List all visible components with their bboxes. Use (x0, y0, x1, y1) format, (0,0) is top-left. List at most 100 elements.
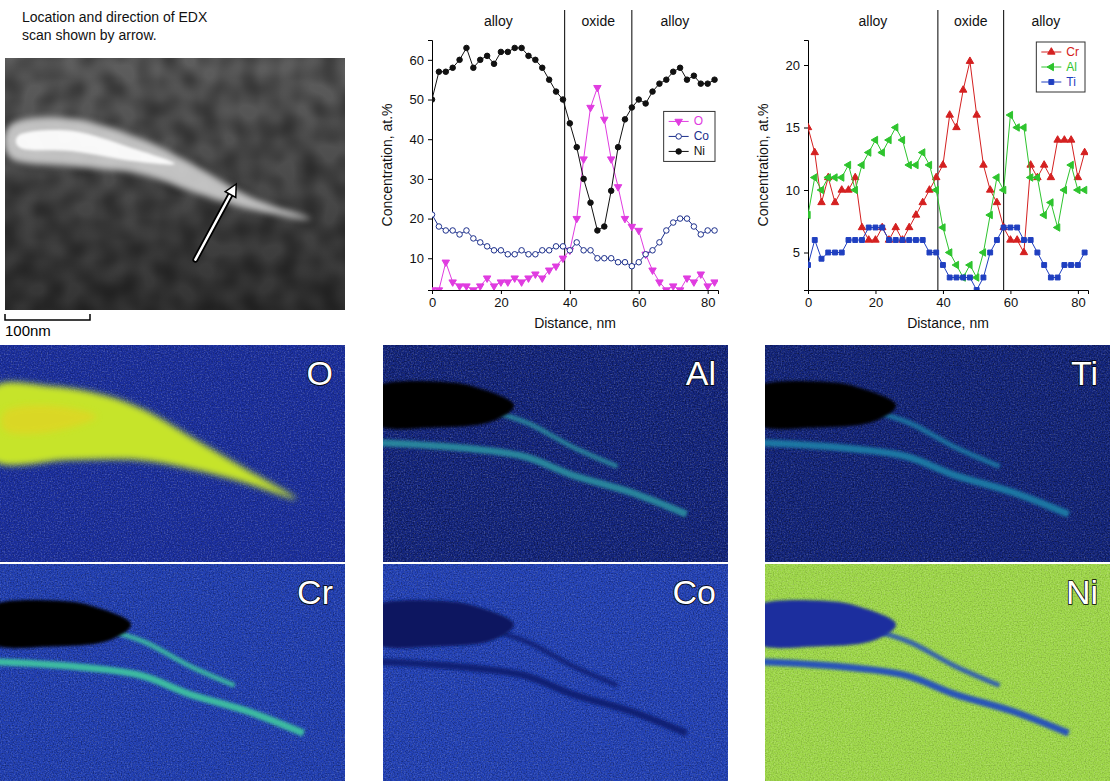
caption: Location and direction of EDXscan shown … (22, 9, 208, 43)
series-marker (999, 186, 1005, 193)
y-tick: 60 (410, 53, 432, 68)
arrow-head (225, 184, 236, 197)
series-marker (477, 240, 483, 246)
y-tick-mark (428, 100, 432, 101)
series-marker (893, 238, 898, 243)
series-line (432, 48, 715, 231)
series-marker (967, 275, 972, 280)
series-marker (966, 57, 973, 63)
y-tick-mark (804, 253, 808, 254)
y-tick: 40 (410, 132, 432, 147)
series-marker (846, 238, 851, 243)
series-marker (1008, 225, 1013, 230)
series-marker (615, 144, 621, 150)
map-speckle-dark (383, 345, 728, 562)
map-speckle-dark (765, 345, 1110, 562)
series-marker (470, 288, 477, 290)
map-core (0, 600, 131, 648)
series-marker (864, 149, 870, 156)
series-marker (1067, 161, 1073, 168)
series-marker (622, 117, 628, 123)
series-marker (540, 65, 546, 71)
series-marker (471, 236, 477, 242)
series-marker (945, 249, 951, 256)
map-speckle-light (0, 564, 345, 781)
series-marker (690, 280, 697, 286)
series-marker (1020, 124, 1026, 131)
region-label: oxide (954, 13, 988, 29)
series-marker (463, 284, 470, 290)
region-label: alloy (1031, 13, 1060, 29)
series-marker (817, 186, 823, 193)
y-axis-line (804, 41, 809, 291)
series-marker (567, 248, 573, 254)
x-tick-label: 80 (701, 295, 715, 310)
map-speckle-light (383, 564, 728, 781)
series-marker (497, 280, 504, 286)
series-marker (607, 157, 614, 163)
series-marker (519, 45, 525, 51)
series-marker (858, 161, 864, 168)
series-marker (546, 248, 552, 254)
series-marker (824, 174, 830, 181)
y-tick-label: 10 (410, 251, 424, 266)
series-marker (505, 49, 511, 55)
series-marker (1021, 238, 1026, 243)
series-marker (873, 225, 878, 230)
series-line (432, 215, 715, 267)
series-marker (683, 276, 690, 282)
y-tick-label: 50 (410, 92, 424, 107)
series-marker (866, 225, 871, 230)
series-marker (512, 252, 518, 258)
map-label: Al (686, 354, 716, 392)
legend-marker (676, 149, 682, 155)
legend-frame (664, 111, 715, 161)
series-marker (1013, 236, 1020, 242)
map-streak (104, 629, 235, 685)
series-marker (838, 186, 845, 192)
series-marker (629, 105, 635, 111)
y-tick-label: 20 (786, 58, 800, 73)
tem-texture (5, 58, 345, 310)
y-tick-mark (804, 128, 808, 129)
series-marker (491, 248, 497, 254)
series-marker (443, 69, 449, 75)
series-marker (912, 161, 918, 168)
edx-map (765, 564, 1110, 781)
series-marker (580, 157, 587, 163)
series-marker (594, 85, 601, 91)
x-tick: 40 (936, 290, 950, 310)
series-marker (628, 224, 635, 230)
series-marker (961, 275, 966, 280)
series-marker (456, 284, 463, 290)
series-marker (669, 284, 676, 290)
series-marker (953, 123, 960, 129)
series-marker (986, 186, 993, 192)
series-marker (891, 124, 897, 131)
series-marker (905, 223, 912, 229)
series-marker (498, 49, 504, 55)
x-tick: 40 (563, 290, 577, 310)
y-tick-label: 5 (793, 245, 800, 260)
series-marker (519, 248, 525, 254)
series-marker (484, 244, 490, 250)
series-marker (887, 238, 892, 243)
series-marker (993, 174, 999, 181)
series-marker (442, 260, 449, 266)
series-marker (925, 161, 931, 168)
series-marker (608, 188, 614, 194)
series-marker (959, 86, 966, 92)
legend-label: O (694, 114, 703, 128)
series-marker (621, 216, 628, 222)
map-speckle-light (383, 345, 728, 562)
tem-streak (5, 117, 311, 219)
series-marker (934, 250, 939, 255)
series-marker (1074, 186, 1080, 193)
series-marker (940, 263, 945, 268)
series-marker (1035, 250, 1040, 255)
tem-background (5, 58, 345, 310)
x-axis-line (809, 291, 1089, 295)
legend-marker (1048, 48, 1055, 54)
series-marker (670, 220, 676, 226)
series-marker (650, 248, 656, 254)
